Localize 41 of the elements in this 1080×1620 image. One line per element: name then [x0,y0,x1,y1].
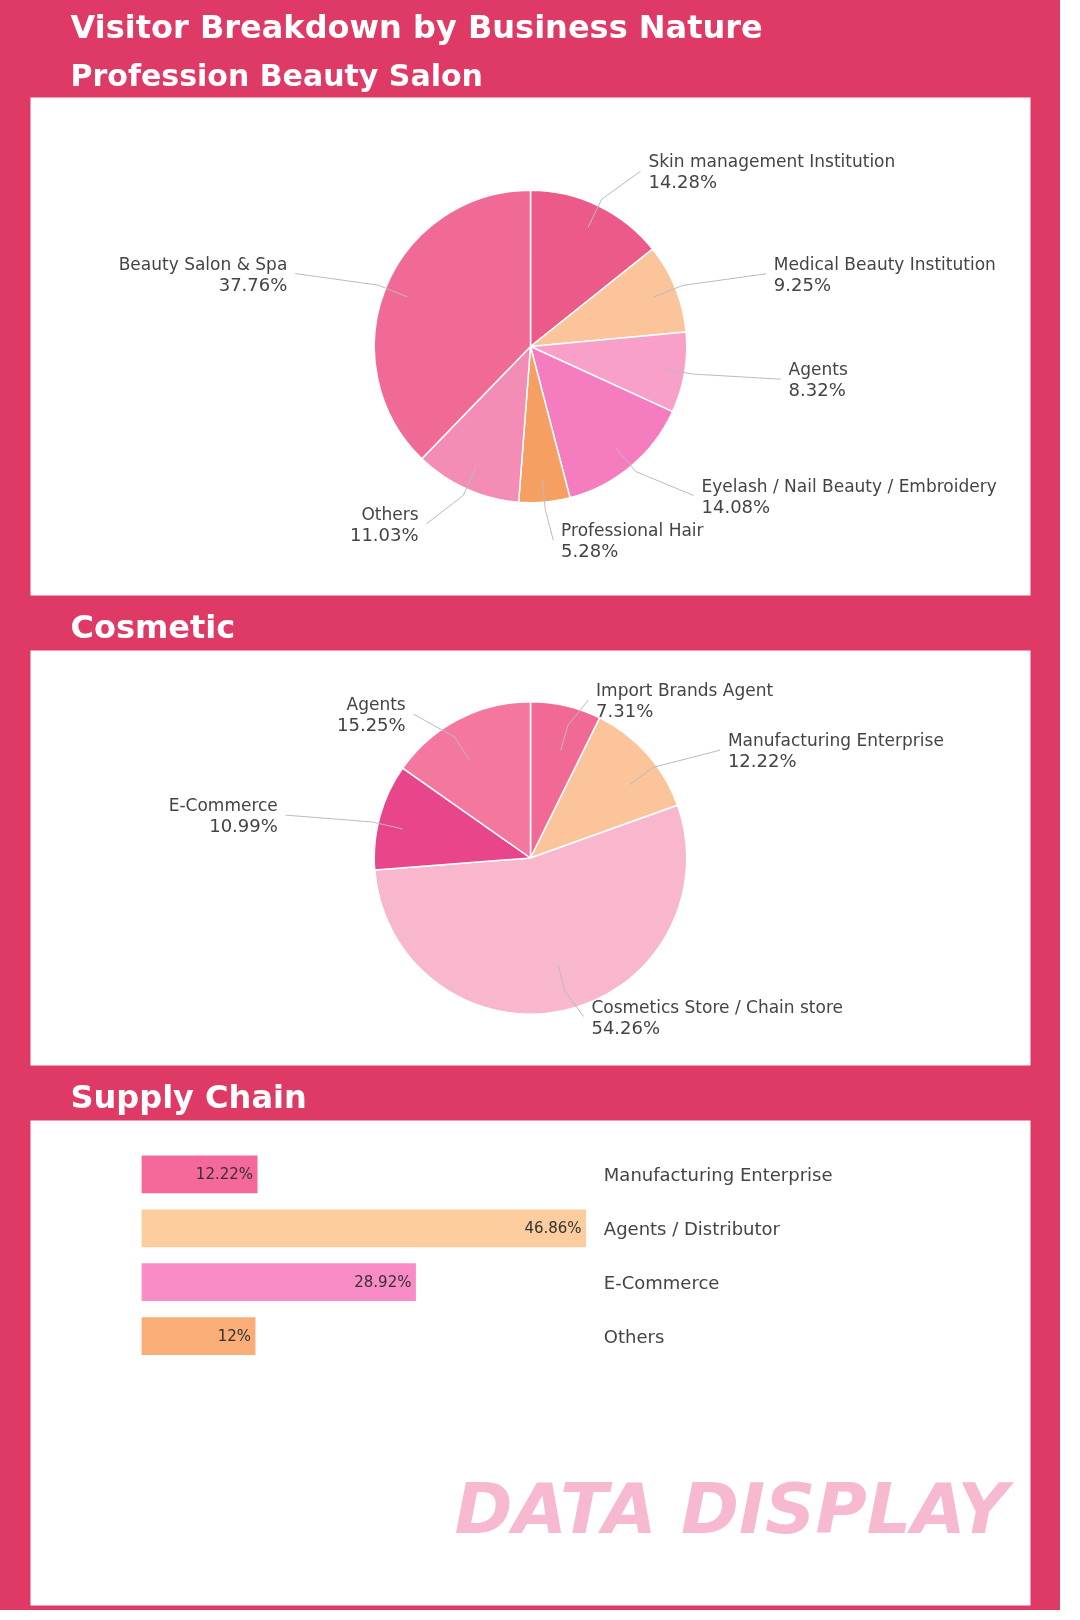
data-label: 8.32% [788,379,846,401]
slice-label: Skin management Institution [648,151,896,172]
slice-label: Professional Hair [561,520,704,541]
y-tick-label: Others [603,1325,665,1347]
y-tick-label: Manufacturing Enterprise [603,1163,833,1185]
slice-label: Cosmetics Store / Chain store [591,996,843,1017]
data-label: 28.92% [354,1273,412,1292]
data-label: 12.22% [195,1165,254,1184]
bar [141,1317,256,1355]
slice-label: E-Commerce [168,795,278,816]
data-label: 54.26% [591,1016,661,1038]
y-tick-label: Agents / Distributor [603,1217,781,1239]
slice-label: Beauty Salon & Spa [118,253,288,274]
slice-label: Agents [788,359,848,380]
bar [141,1155,258,1194]
y-tick-label: E-Commerce [603,1271,720,1293]
slice-label: Medical Beauty Institution [773,253,996,274]
data-label: 37.76% [218,273,288,295]
data-label: 14.28% [648,171,718,193]
data-label: 7.31% [596,700,654,722]
data-label: 14.08% [701,495,771,517]
data-label: 9.25% [773,273,832,295]
slice-label: Eyelash / Nail Beauty / Embroidery [701,475,997,496]
chart-title: Cosmetic [70,607,236,646]
chart-subtitle: Profession Beauty Salon [70,57,483,93]
data-label: 5.28% [561,540,619,562]
data-label: 10.99% [209,815,278,837]
data-label: 15.25% [337,714,406,736]
chart-title: Visitor Breakdown by Business Nature [70,7,763,46]
bar [141,1263,416,1302]
data-label: 46.86% [524,1219,582,1238]
slice-label: Manufacturing Enterprise [727,730,944,751]
bar [141,1209,587,1248]
slice-label: Others [361,503,419,524]
text: DATA DISPLAY [454,1467,1015,1550]
slice-label: Import Brands Agent [596,680,774,701]
chart-title: Supply Chain [70,1077,307,1116]
data-label: 11.03% [349,523,419,545]
data-label: 12% [217,1327,251,1346]
slice-label: Agents [346,694,406,715]
data-label: 12.22% [727,750,797,772]
